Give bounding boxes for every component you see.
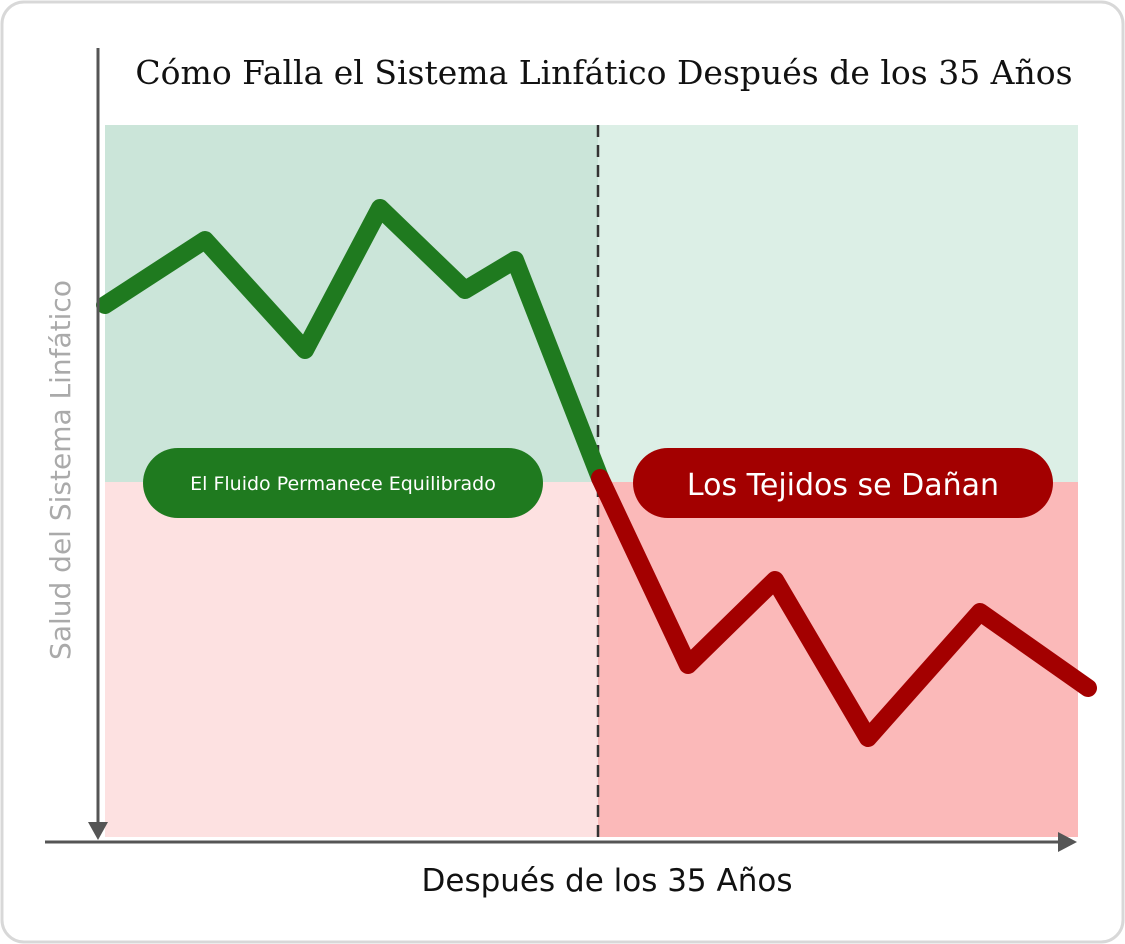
y-axis-arrow bbox=[88, 822, 108, 840]
zone-bottom-left bbox=[105, 482, 598, 837]
x-axis-arrow bbox=[1058, 832, 1077, 852]
left-zone-label: El Fluido Permanece Equilibrado bbox=[190, 473, 496, 495]
trend-decline bbox=[591, 469, 1097, 747]
y-axis-label: Salud del Sistema Linfático bbox=[44, 280, 77, 660]
zone-top-right bbox=[598, 125, 1078, 482]
right-zone-label: Los Tejidos se Dañan bbox=[687, 468, 999, 503]
trend-healthy bbox=[96, 199, 609, 487]
title: Cómo Falla el Sistema Linfático Después … bbox=[135, 53, 1072, 92]
x-axis-label: Después de los 35 Años bbox=[422, 863, 793, 899]
zone-bottom-right bbox=[598, 482, 1078, 837]
right-pill bbox=[633, 448, 1053, 518]
zone-top-left bbox=[105, 125, 598, 482]
left-pill bbox=[143, 448, 543, 518]
